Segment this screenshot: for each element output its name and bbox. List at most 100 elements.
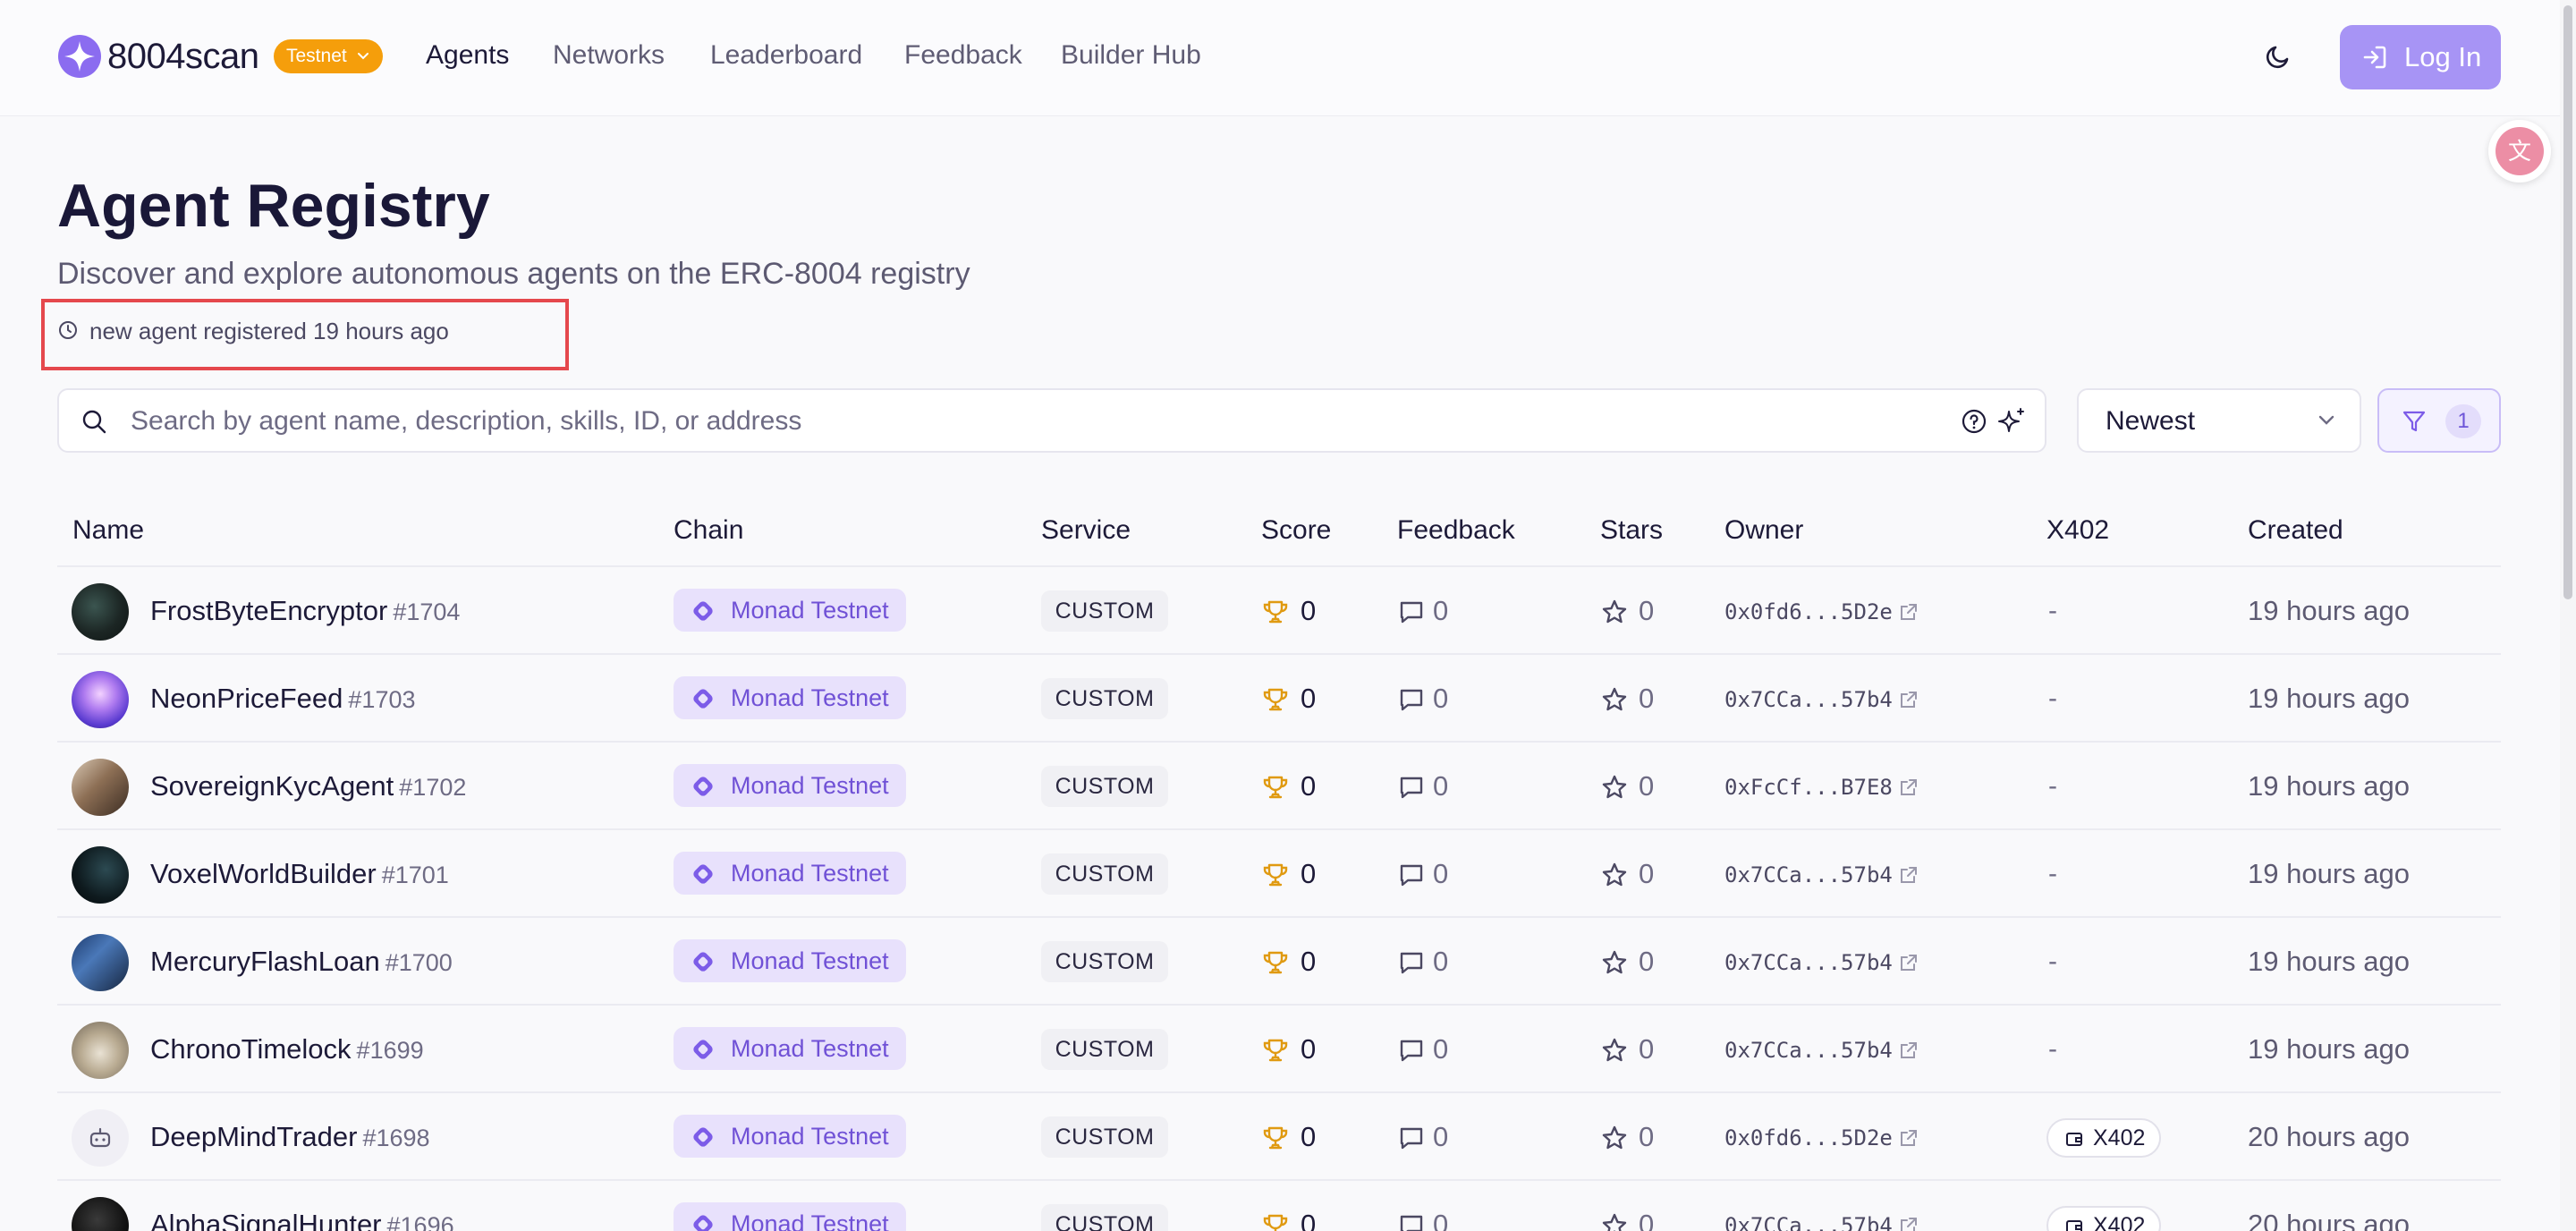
star-icon [1602,1213,1627,1231]
stars-value: 0 [1639,683,1655,714]
external-link-icon[interactable] [1898,864,1919,886]
agent-name-cell[interactable]: FrostByteEncryptor #1704 [150,594,460,629]
external-link-icon[interactable] [1898,777,1919,798]
message-icon [1400,864,1423,887]
login-button[interactable]: Log In [2340,25,2501,89]
owner-address[interactable]: 0xFcCf...B7E8 [1724,775,1893,800]
agent-id: #1700 [385,949,453,976]
scrollbar-thumb[interactable] [2563,5,2572,599]
service-badge: CUSTOM [1041,590,1168,632]
agent-id: #1703 [348,686,416,713]
created-time: 19 hours ago [2248,946,2410,977]
chain-badge[interactable]: Monad Testnet [674,1115,906,1158]
nav-agents[interactable]: Agents [426,40,510,70]
agent-name-cell[interactable]: SovereignKycAgent #1702 [150,769,466,804]
owner-address[interactable]: 0x0fd6...5D2e [1724,599,1893,624]
column-stars[interactable]: Stars [1600,515,1664,545]
column-score[interactable]: Score [1261,515,1332,545]
external-link-icon[interactable] [1898,1215,1919,1231]
owner-address[interactable]: 0x7CCa...57b4 [1724,950,1893,975]
external-link-icon[interactable] [1898,1040,1919,1061]
filter-button[interactable]: 1 [2377,388,2501,453]
owner-address[interactable]: 0x7CCa...57b4 [1724,687,1893,712]
column-service[interactable]: Service [1041,515,1131,545]
x402-badge[interactable]: X402 [2046,1118,2161,1158]
chain-badge[interactable]: Monad Testnet [674,764,906,807]
column-name[interactable]: Name [72,515,145,545]
column-chain[interactable]: Chain [674,515,744,545]
network-selector[interactable]: Testnet [274,39,383,73]
created-time: 19 hours ago [2248,595,2410,626]
column-x402[interactable]: X402 [2046,515,2110,545]
avatar [72,759,129,816]
x402-value: - [2048,683,2057,713]
chain-badge[interactable]: Monad Testnet [674,1027,906,1070]
sparkles-icon[interactable] [1996,406,2027,437]
sort-selected: Newest [2106,406,2196,436]
nav-builder-hub[interactable]: Builder Hub [1061,40,1201,70]
chain-label: Monad Testnet [731,1123,889,1150]
agent-name-cell[interactable]: NeonPriceFeed #1703 [150,682,416,717]
table-row[interactable]: FrostByteEncryptor #1704 Monad Testnet CUST… [57,567,2501,655]
score-value: 0 [1301,1209,1317,1231]
external-link-icon[interactable] [1898,952,1919,973]
external-link-icon[interactable] [1898,1127,1919,1149]
table-row[interactable]: SovereignKycAgent #1702 Monad Testnet CUSTO… [57,743,2501,830]
created-time: 19 hours ago [2248,770,2410,802]
chain-badge[interactable]: Monad Testnet [674,589,906,632]
table-row[interactable]: MercuryFlashLoan #1700 Monad Testnet CUSTOM… [57,918,2501,1006]
agent-name-cell[interactable]: ChronoTimelock #1699 [150,1032,424,1067]
owner-address[interactable]: 0x7CCa...57b4 [1724,1213,1893,1231]
search-icon [82,410,106,434]
search-input[interactable]: Search by agent name, description, skill… [57,388,2046,453]
created-time: 20 hours ago [2248,1121,2410,1152]
feedback-value: 0 [1433,1121,1449,1152]
column-feedback[interactable]: Feedback [1397,515,1515,545]
chain-badge[interactable]: Monad Testnet [674,1202,906,1231]
stars-value: 0 [1639,1033,1655,1065]
owner-address[interactable]: 0x7CCa...57b4 [1724,862,1893,887]
chain-badge[interactable]: Monad Testnet [674,939,906,982]
external-link-icon[interactable] [1898,601,1919,623]
table-row[interactable]: NeonPriceFeed #1703 Monad Testnet CUSTOM 0 0 0… [57,655,2501,743]
chain-badge[interactable]: Monad Testnet [674,676,906,719]
table-row[interactable]: AlphaSignalHunter #1696 Monad Testnet CUSTO… [57,1181,2501,1231]
score-value: 0 [1301,1033,1317,1065]
x402-badge[interactable]: X402 [2046,1206,2161,1231]
agent-name-cell[interactable]: AlphaSignalHunter #1696 [150,1208,454,1231]
nav-leaderboard[interactable]: Leaderboard [710,40,863,70]
agent-name: DeepMindTrader [150,1121,358,1152]
moon-icon[interactable] [2263,41,2293,72]
sort-select[interactable]: Newest [2077,388,2361,453]
agent-name: VoxelWorldBuilder [150,858,377,889]
message-icon [1400,601,1423,624]
chain-label: Monad Testnet [731,860,889,887]
table-row[interactable]: VoxelWorldBuilder #1701 Monad Testnet CUSTO… [57,830,2501,918]
top-navbar: 8004scan Testnet Agents Networks Leaderb… [0,0,2576,116]
nav-feedback[interactable]: Feedback [904,40,1022,70]
nav-networks[interactable]: Networks [553,40,665,70]
brand-name[interactable]: 8004scan [107,37,259,76]
sparkle-logo-icon[interactable] [57,34,102,79]
table-row[interactable]: DeepMindTrader #1698 Monad Testnet CUSTOM 0 0… [57,1093,2501,1181]
service-badge: CUSTOM [1041,1116,1168,1158]
message-icon [1400,952,1423,974]
message-icon [1400,777,1423,799]
column-owner[interactable]: Owner [1724,515,1804,545]
external-link-icon[interactable] [1898,689,1919,710]
agent-name-cell[interactable]: VoxelWorldBuilder #1701 [150,857,449,892]
chain-badge[interactable]: Monad Testnet [674,852,906,895]
feedback-value: 0 [1433,1209,1449,1231]
feedback-value: 0 [1433,946,1449,977]
agent-name-cell[interactable]: MercuryFlashLoan #1700 [150,945,453,980]
table-row[interactable]: ChronoTimelock #1699 Monad Testnet CUSTOM 0 0… [57,1006,2501,1093]
owner-address[interactable]: 0x7CCa...57b4 [1724,1038,1893,1063]
agent-name-cell[interactable]: DeepMindTrader #1698 [150,1120,430,1155]
translate-button[interactable]: 文 [2488,120,2551,183]
stars-value: 0 [1639,595,1655,626]
agent-name: NeonPriceFeed [150,683,343,714]
column-created[interactable]: Created [2248,515,2343,545]
owner-address[interactable]: 0x0fd6...5D2e [1724,1125,1893,1150]
help-circle-icon[interactable] [1961,408,1987,435]
agent-id: #1699 [356,1037,424,1064]
